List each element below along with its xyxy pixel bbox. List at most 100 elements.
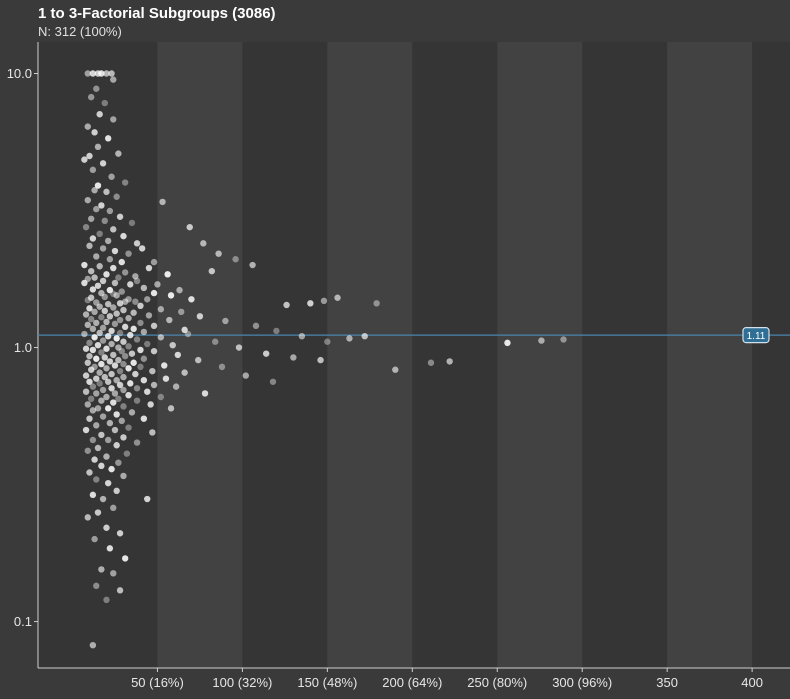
data-point[interactable] bbox=[93, 319, 100, 327]
data-point[interactable] bbox=[334, 294, 341, 301]
data-point[interactable] bbox=[172, 383, 180, 390]
data-point[interactable] bbox=[242, 372, 249, 379]
data-point[interactable] bbox=[91, 456, 98, 463]
data-point[interactable] bbox=[103, 596, 110, 604]
data-point[interactable] bbox=[167, 292, 175, 299]
data-point[interactable] bbox=[110, 76, 117, 83]
data-point[interactable] bbox=[110, 351, 117, 359]
data-point[interactable] bbox=[144, 296, 151, 303]
data-point[interactable] bbox=[159, 198, 166, 206]
data-point[interactable] bbox=[128, 350, 136, 357]
data-point[interactable] bbox=[93, 205, 100, 213]
data-point[interactable] bbox=[104, 135, 112, 142]
data-point[interactable] bbox=[93, 375, 100, 382]
data-point[interactable] bbox=[130, 309, 137, 316]
data-point[interactable] bbox=[120, 472, 127, 480]
data-point[interactable] bbox=[145, 312, 153, 319]
data-point[interactable] bbox=[91, 274, 98, 281]
data-point[interactable] bbox=[137, 346, 144, 354]
data-point[interactable] bbox=[111, 279, 119, 287]
data-point[interactable] bbox=[104, 479, 112, 487]
data-point[interactable] bbox=[82, 345, 90, 352]
data-point[interactable] bbox=[130, 325, 137, 333]
data-point[interactable] bbox=[106, 358, 114, 365]
data-point[interactable] bbox=[108, 370, 115, 378]
data-point[interactable] bbox=[98, 431, 105, 439]
data-point[interactable] bbox=[98, 566, 105, 573]
data-point[interactable] bbox=[103, 70, 110, 77]
data-point[interactable] bbox=[81, 261, 88, 269]
data-point[interactable] bbox=[132, 273, 139, 280]
data-point[interactable] bbox=[82, 426, 90, 434]
data-point[interactable] bbox=[174, 351, 182, 359]
data-point[interactable] bbox=[150, 289, 158, 297]
data-point[interactable] bbox=[127, 331, 134, 339]
data-point[interactable] bbox=[195, 356, 202, 364]
data-point[interactable] bbox=[116, 381, 124, 389]
data-point[interactable] bbox=[111, 320, 119, 328]
data-point[interactable] bbox=[162, 375, 170, 382]
data-point[interactable] bbox=[91, 129, 98, 136]
data-point[interactable] bbox=[86, 469, 93, 476]
data-point[interactable] bbox=[101, 354, 108, 361]
data-point[interactable] bbox=[538, 337, 545, 344]
data-point[interactable] bbox=[118, 258, 125, 266]
data-point[interactable] bbox=[212, 338, 219, 345]
data-point[interactable] bbox=[101, 293, 108, 301]
data-point[interactable] bbox=[140, 415, 148, 422]
data-point[interactable] bbox=[298, 332, 306, 340]
data-point[interactable] bbox=[96, 111, 103, 118]
data-point[interactable] bbox=[87, 215, 95, 222]
data-point[interactable] bbox=[86, 378, 93, 385]
data-point[interactable] bbox=[98, 314, 105, 321]
data-point[interactable] bbox=[307, 300, 314, 307]
data-point[interactable] bbox=[218, 363, 226, 371]
data-point[interactable] bbox=[113, 442, 120, 449]
data-point[interactable] bbox=[133, 277, 141, 285]
data-point[interactable] bbox=[89, 383, 97, 390]
data-point[interactable] bbox=[110, 116, 117, 123]
data-point[interactable] bbox=[320, 297, 328, 305]
data-point[interactable] bbox=[200, 240, 207, 247]
data-point[interactable] bbox=[93, 390, 100, 397]
data-point[interactable] bbox=[504, 339, 511, 347]
data-point[interactable] bbox=[140, 284, 148, 292]
data-point[interactable] bbox=[87, 93, 95, 101]
data-point[interactable] bbox=[93, 476, 100, 483]
data-point[interactable] bbox=[113, 335, 120, 342]
data-point[interactable] bbox=[99, 337, 107, 344]
data-point[interactable] bbox=[144, 495, 151, 503]
data-point[interactable] bbox=[133, 385, 141, 392]
data-point[interactable] bbox=[110, 504, 117, 512]
data-point[interactable] bbox=[252, 322, 260, 330]
data-point[interactable] bbox=[81, 330, 88, 338]
data-point[interactable] bbox=[98, 202, 105, 209]
data-point[interactable] bbox=[113, 487, 120, 495]
data-point[interactable] bbox=[121, 352, 129, 360]
data-point[interactable] bbox=[123, 450, 131, 457]
data-point[interactable] bbox=[138, 245, 146, 252]
data-point[interactable] bbox=[89, 286, 97, 293]
data-point[interactable] bbox=[120, 403, 127, 410]
data-point[interactable] bbox=[98, 360, 105, 368]
data-point[interactable] bbox=[176, 286, 183, 294]
data-point[interactable] bbox=[98, 70, 105, 77]
data-point[interactable] bbox=[93, 355, 100, 362]
data-point[interactable] bbox=[446, 358, 453, 365]
data-point[interactable] bbox=[89, 346, 97, 354]
data-point[interactable] bbox=[113, 193, 120, 200]
data-point[interactable] bbox=[99, 495, 107, 503]
data-point[interactable] bbox=[86, 305, 93, 312]
data-point[interactable] bbox=[99, 413, 107, 420]
data-point[interactable] bbox=[167, 405, 175, 412]
data-point[interactable] bbox=[120, 360, 127, 368]
data-point[interactable] bbox=[113, 292, 120, 299]
data-point[interactable] bbox=[125, 314, 132, 322]
data-point[interactable] bbox=[115, 150, 122, 157]
data-point[interactable] bbox=[120, 232, 127, 240]
data-point[interactable] bbox=[125, 424, 132, 431]
data-point[interactable] bbox=[140, 328, 148, 336]
data-point[interactable] bbox=[87, 395, 95, 403]
data-point[interactable] bbox=[91, 308, 98, 316]
data-point[interactable] bbox=[132, 370, 139, 378]
